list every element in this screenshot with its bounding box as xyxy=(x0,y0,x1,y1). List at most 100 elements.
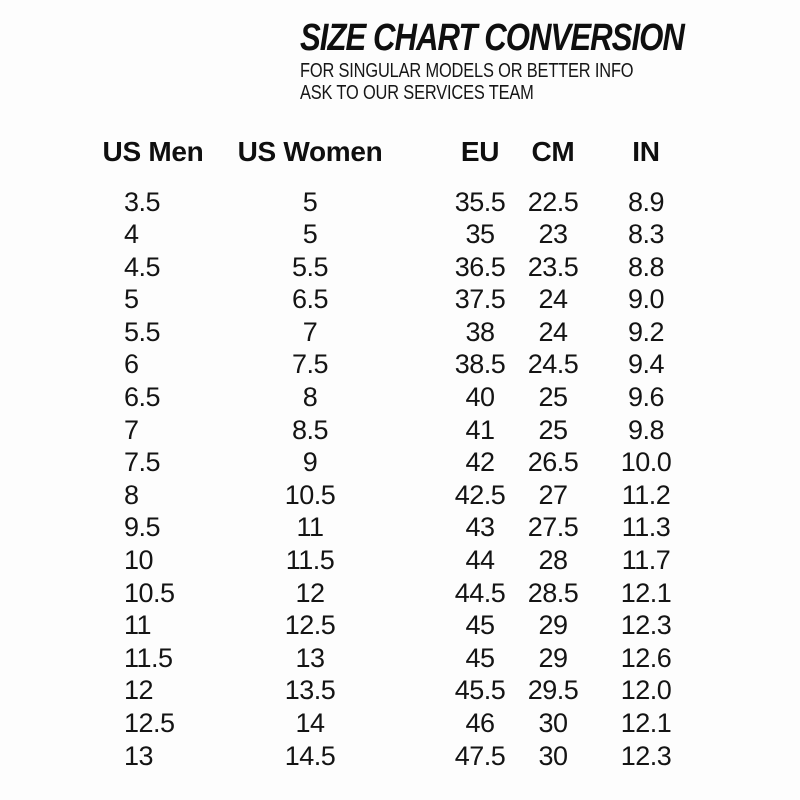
table-cell: 5.5 xyxy=(124,316,161,347)
table-cell: 24 xyxy=(538,284,568,315)
table-cell: 7.5 xyxy=(124,447,161,478)
table-cell: 43 xyxy=(465,512,495,543)
subtitle-line-1: FOR SINGULAR MODELS OR BETTER INFO xyxy=(300,60,634,82)
table-cell: 12.6 xyxy=(620,642,672,673)
table-cell: 11 xyxy=(124,610,152,641)
table-cell: 8.8 xyxy=(627,251,665,282)
table-cell: 8 xyxy=(124,479,139,510)
table-cell: 27.5 xyxy=(527,512,579,543)
table-cell: 38.5 xyxy=(454,349,506,380)
table-cell: 7 xyxy=(124,414,139,445)
table-cell: 10.5 xyxy=(124,577,175,608)
table-cell: 44.5 xyxy=(454,577,506,608)
table-cell: 30 xyxy=(538,740,568,771)
table-cell: 5 xyxy=(302,219,318,250)
table-cell: 29 xyxy=(538,642,568,673)
table-cell: 24.5 xyxy=(527,349,579,380)
table-cell: 8.3 xyxy=(627,219,665,250)
table-cell: 30 xyxy=(538,708,568,738)
table-cell: 11 xyxy=(296,512,324,543)
table-cell: 40 xyxy=(465,382,495,413)
table-cell: 29.5 xyxy=(527,675,579,706)
column-header-us-men: US Men xyxy=(102,136,204,167)
table-cell: 14 xyxy=(295,708,325,738)
table-cell: 11.3 xyxy=(621,512,671,543)
table-cell: 36.5 xyxy=(454,251,506,282)
table-cell: 24 xyxy=(538,316,568,347)
table-cell: 11.5 xyxy=(285,545,335,576)
table-cell: 41 xyxy=(465,414,495,445)
table-cell: 6 xyxy=(124,349,139,380)
table-column-cm: CM 22.5 23 23.5 24 24 24.5 25 25 26.5 27 27.5 28 28.5… xyxy=(503,132,603,772)
column-header-in: IN xyxy=(632,136,660,167)
column-header-eu: EU xyxy=(460,136,500,167)
table-cell: 22.5 xyxy=(527,186,579,217)
table-cell: 9.8 xyxy=(627,414,665,445)
table-cell: 45.5 xyxy=(454,675,506,706)
table-cell: 12.5 xyxy=(284,610,336,641)
table-cell: 3.5 xyxy=(124,186,161,217)
column-header-cm: CM xyxy=(531,136,575,167)
table-cell: 9 xyxy=(302,447,318,478)
table-cell: 25 xyxy=(538,382,568,413)
table-cell: 5 xyxy=(302,186,318,217)
table-cell: 44 xyxy=(465,545,495,576)
table-cell: 23.5 xyxy=(527,251,579,282)
table-cell: 10 xyxy=(124,545,154,576)
table-cell: 12.1 xyxy=(620,577,672,608)
table-cell: 8.5 xyxy=(291,414,329,445)
table-column-eu: EU 35.5 35 36.5 37.5 38 38.5 40 41 42 42.5 43 44 44.5… xyxy=(430,132,530,772)
table-cell: 45 xyxy=(465,642,495,673)
table-cell: 12.1 xyxy=(620,708,672,738)
table-cell: 46 xyxy=(465,708,495,738)
page-title: SIZE CHART CONVERSION xyxy=(300,17,685,59)
table-cell: 12.5 xyxy=(124,708,175,738)
table-cell: 10.5 xyxy=(284,479,336,510)
table-cell: 13.5 xyxy=(284,675,336,706)
table-cell: 7.5 xyxy=(291,349,329,380)
table-cell: 12 xyxy=(295,577,325,608)
table-cell: 11.2 xyxy=(621,479,671,510)
page-subtitle: FOR SINGULAR MODELS OR BETTER INFO ASK T… xyxy=(300,60,634,104)
table-cell: 4 xyxy=(124,219,139,250)
table-cell: 27 xyxy=(538,479,568,510)
table-cell: 9.2 xyxy=(627,316,665,347)
table-cell: 29 xyxy=(538,610,568,641)
table-cell: 13 xyxy=(295,642,325,673)
table-cell: 28 xyxy=(538,545,568,576)
table-cell: 37.5 xyxy=(454,284,506,315)
table-cell: 47.5 xyxy=(454,740,506,771)
table-cell: 14.5 xyxy=(284,740,336,771)
table-column-us-women: US Women 5 5 5.5 6.5 7 7.5 8 8.5 9 10.5 11 11.5 12 12.… xyxy=(215,132,405,772)
table-cell: 12.3 xyxy=(620,610,672,641)
subtitle-line-2: ASK TO OUR SERVICES TEAM xyxy=(300,81,534,104)
table-cell: 9.6 xyxy=(627,382,665,413)
table-cell: 28.5 xyxy=(527,577,579,608)
table-cell: 25 xyxy=(538,414,568,445)
table-cell: 5.5 xyxy=(291,251,329,282)
table-cell: 7 xyxy=(302,316,318,347)
table-cell: 11.5 xyxy=(124,642,173,673)
table-cell: 8 xyxy=(302,382,318,413)
table-cell: 13 xyxy=(124,740,154,771)
table-cell: 11.7 xyxy=(621,545,671,576)
table-cell: 35.5 xyxy=(454,186,506,217)
table-column-in: IN 8.9 8.3 8.8 9.0 9.2 9.4 9.6 9.8 10.0 11.2 11.3 11… xyxy=(596,132,696,772)
table-cell: 8.9 xyxy=(627,186,665,217)
table-cell: 45 xyxy=(465,610,495,641)
table-cell: 9.0 xyxy=(627,284,665,315)
table-cell: 12 xyxy=(124,675,154,706)
table-cell: 38 xyxy=(465,316,495,347)
table-cell: 12.0 xyxy=(620,675,672,706)
table-cell: 10.0 xyxy=(620,447,672,478)
column-header-us-women: US Women xyxy=(237,136,383,167)
table-cell: 42.5 xyxy=(454,479,506,510)
table-cell: 9.5 xyxy=(124,512,161,543)
table-cell: 12.3 xyxy=(620,740,672,771)
table-cell: 35 xyxy=(465,219,495,250)
table-cell: 6.5 xyxy=(291,284,329,315)
table-cell: 9.4 xyxy=(627,349,665,380)
table-cell: 4.5 xyxy=(124,251,161,282)
